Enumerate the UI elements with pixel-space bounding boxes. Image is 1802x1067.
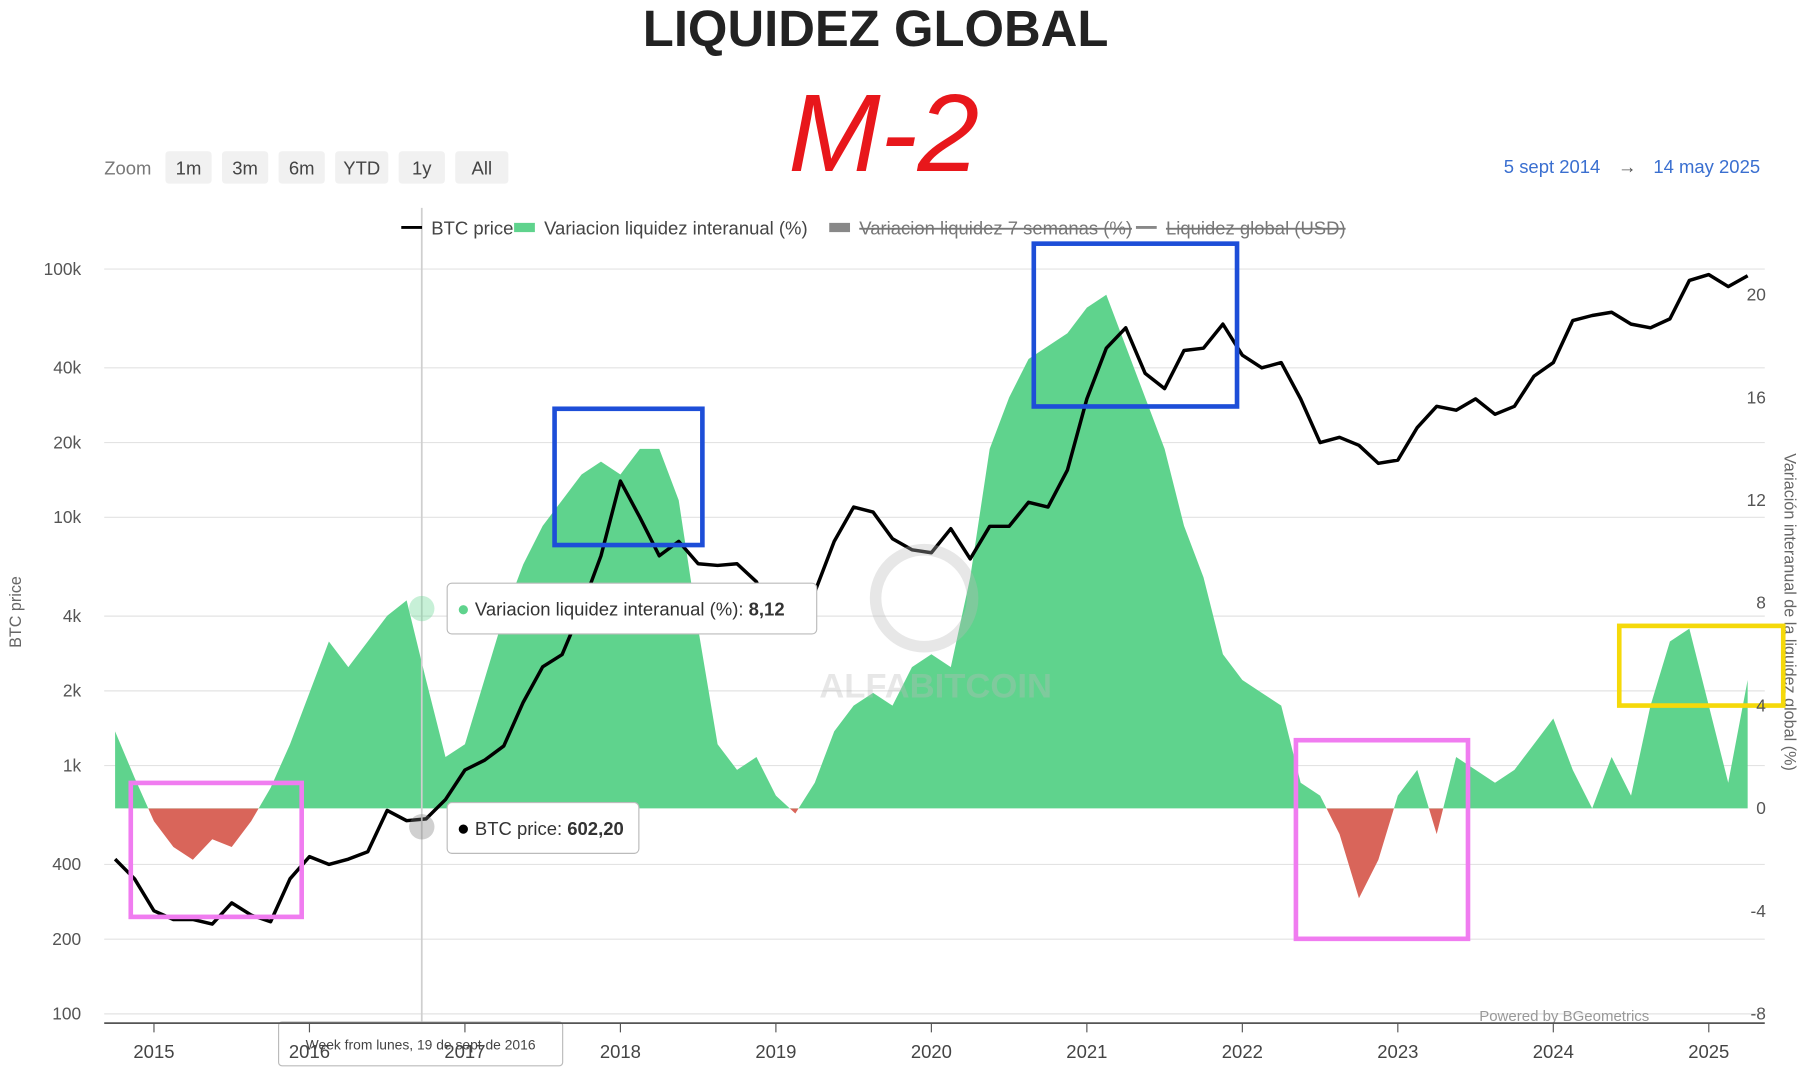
legend-symbol[interactable] bbox=[514, 222, 535, 233]
x-tick-label: 2019 bbox=[755, 1041, 796, 1062]
y-tick-label: 2k bbox=[63, 681, 82, 701]
y2-tick-label: -4 bbox=[1751, 901, 1767, 921]
crosshair-label: Week from lunes, 19 de sept de 2016 bbox=[278, 1021, 564, 1067]
tooltip-label: Variacion liquidez interanual (%): bbox=[475, 598, 744, 619]
legend-label[interactable]: BTC price bbox=[431, 217, 513, 238]
legend-label[interactable]: Liquidez global (USD) bbox=[1166, 217, 1346, 238]
highlight-box bbox=[1616, 623, 1786, 708]
liquidity-area bbox=[115, 294, 1748, 899]
tooltip-text: Variacion liquidez interanual (%): 8,12 bbox=[475, 598, 785, 619]
range-start: 5 sept 2014 bbox=[1504, 156, 1601, 177]
legend-symbol[interactable] bbox=[829, 222, 851, 233]
zoom-button[interactable] bbox=[222, 151, 269, 184]
tooltip: BTC price: 602,20 bbox=[446, 801, 640, 854]
y2-tick-label: 20 bbox=[1747, 285, 1766, 305]
x-tick-label: 2025 bbox=[1688, 1041, 1729, 1062]
y2-tick-label: 4 bbox=[1756, 695, 1766, 715]
zoom-button[interactable] bbox=[335, 151, 389, 184]
x-tick-label: 2024 bbox=[1533, 1041, 1574, 1062]
range-end: 14 may 2025 bbox=[1653, 156, 1760, 177]
x-tick-label: 2021 bbox=[1066, 1041, 1107, 1062]
y-tick-label: 200 bbox=[52, 929, 81, 949]
zoom-button-label[interactable]: 1m bbox=[176, 157, 202, 178]
tooltip-box bbox=[446, 801, 640, 854]
y2-tick-label: 0 bbox=[1756, 798, 1766, 818]
hover-halo bbox=[409, 814, 435, 840]
hover-halo bbox=[409, 595, 435, 622]
tooltip-value: 602,20 bbox=[567, 818, 624, 839]
zoom-button-label[interactable]: 3m bbox=[232, 157, 258, 178]
zoom-label: Zoom bbox=[104, 157, 151, 178]
y-tick-label: 1k bbox=[63, 755, 82, 775]
crosshair-label-text: Week from lunes, 19 de sept de 2016 bbox=[306, 1037, 536, 1053]
tooltip-dot bbox=[458, 824, 468, 834]
y2-tick-label: -8 bbox=[1751, 1004, 1766, 1024]
price-line bbox=[113, 272, 1749, 926]
zoom-button[interactable] bbox=[165, 151, 212, 184]
zoom-button-label[interactable]: All bbox=[472, 157, 493, 178]
tooltip-value: 8,12 bbox=[749, 598, 785, 619]
y-tick-label: 10k bbox=[53, 507, 81, 527]
x-tick-label: 2017 bbox=[444, 1041, 485, 1062]
y-tick-label: 4k bbox=[63, 606, 82, 626]
y2-tick-label: 12 bbox=[1747, 490, 1766, 510]
y2-axis-title: Variación interanual de la liquidez glob… bbox=[1780, 453, 1798, 771]
zoom-button[interactable] bbox=[398, 151, 445, 184]
x-tick-label: 2018 bbox=[600, 1041, 641, 1062]
tooltip-box bbox=[446, 582, 818, 635]
y-axis-title: BTC price bbox=[7, 576, 25, 648]
y-tick-label: 40k bbox=[53, 358, 81, 378]
highlight-box bbox=[552, 406, 705, 548]
zoom-button-label[interactable]: 1y bbox=[412, 157, 432, 178]
x-tick-label: 2022 bbox=[1222, 1041, 1263, 1062]
x-tick-label: 2020 bbox=[911, 1041, 952, 1062]
x-tick-label: 2015 bbox=[133, 1041, 174, 1062]
tooltip-label: BTC price: bbox=[475, 818, 562, 839]
credit: Powered by BGeometrics bbox=[1479, 1008, 1649, 1025]
zoom-button-label[interactable]: YTD bbox=[343, 157, 380, 178]
watermark-logo bbox=[869, 543, 979, 653]
plot-layer bbox=[113, 272, 1749, 926]
x-tick-label: 2016 bbox=[289, 1041, 330, 1062]
crosshair-label-box bbox=[278, 1021, 564, 1067]
y-tick-label: 100 bbox=[52, 1004, 81, 1024]
zoom-button-label[interactable]: 6m bbox=[289, 157, 315, 178]
highlight-box bbox=[1031, 241, 1240, 409]
y-tick-label: 400 bbox=[52, 854, 81, 874]
chart-title: LIQUIDEZ GLOBAL bbox=[643, 0, 1109, 57]
y2-tick-label: 8 bbox=[1756, 593, 1766, 613]
tooltip-text: BTC price: 602,20 bbox=[475, 818, 624, 839]
x-tick-label: 2023 bbox=[1377, 1041, 1418, 1062]
highlight-box bbox=[1293, 737, 1471, 942]
watermark: ALFABITCOIN bbox=[819, 543, 1052, 705]
tooltip-dot bbox=[458, 605, 468, 615]
highlight-box bbox=[128, 780, 304, 920]
y-tick-label: 100k bbox=[44, 259, 82, 279]
watermark-text: ALFABITCOIN bbox=[819, 667, 1052, 705]
zoom-button[interactable] bbox=[455, 151, 509, 184]
y2-tick-label: 16 bbox=[1747, 387, 1766, 407]
handwritten-annotation: M-2 bbox=[788, 72, 979, 195]
legend-label[interactable]: Variacion liquidez 7 semanas (%) bbox=[859, 217, 1132, 238]
tooltip: Variacion liquidez interanual (%): 8,12 bbox=[446, 582, 818, 635]
zoom-button[interactable] bbox=[278, 151, 325, 184]
y-tick-label: 20k bbox=[53, 432, 81, 452]
legend-label[interactable]: Variacion liquidez interanual (%) bbox=[544, 217, 808, 238]
range-arrow: → bbox=[1618, 156, 1636, 177]
